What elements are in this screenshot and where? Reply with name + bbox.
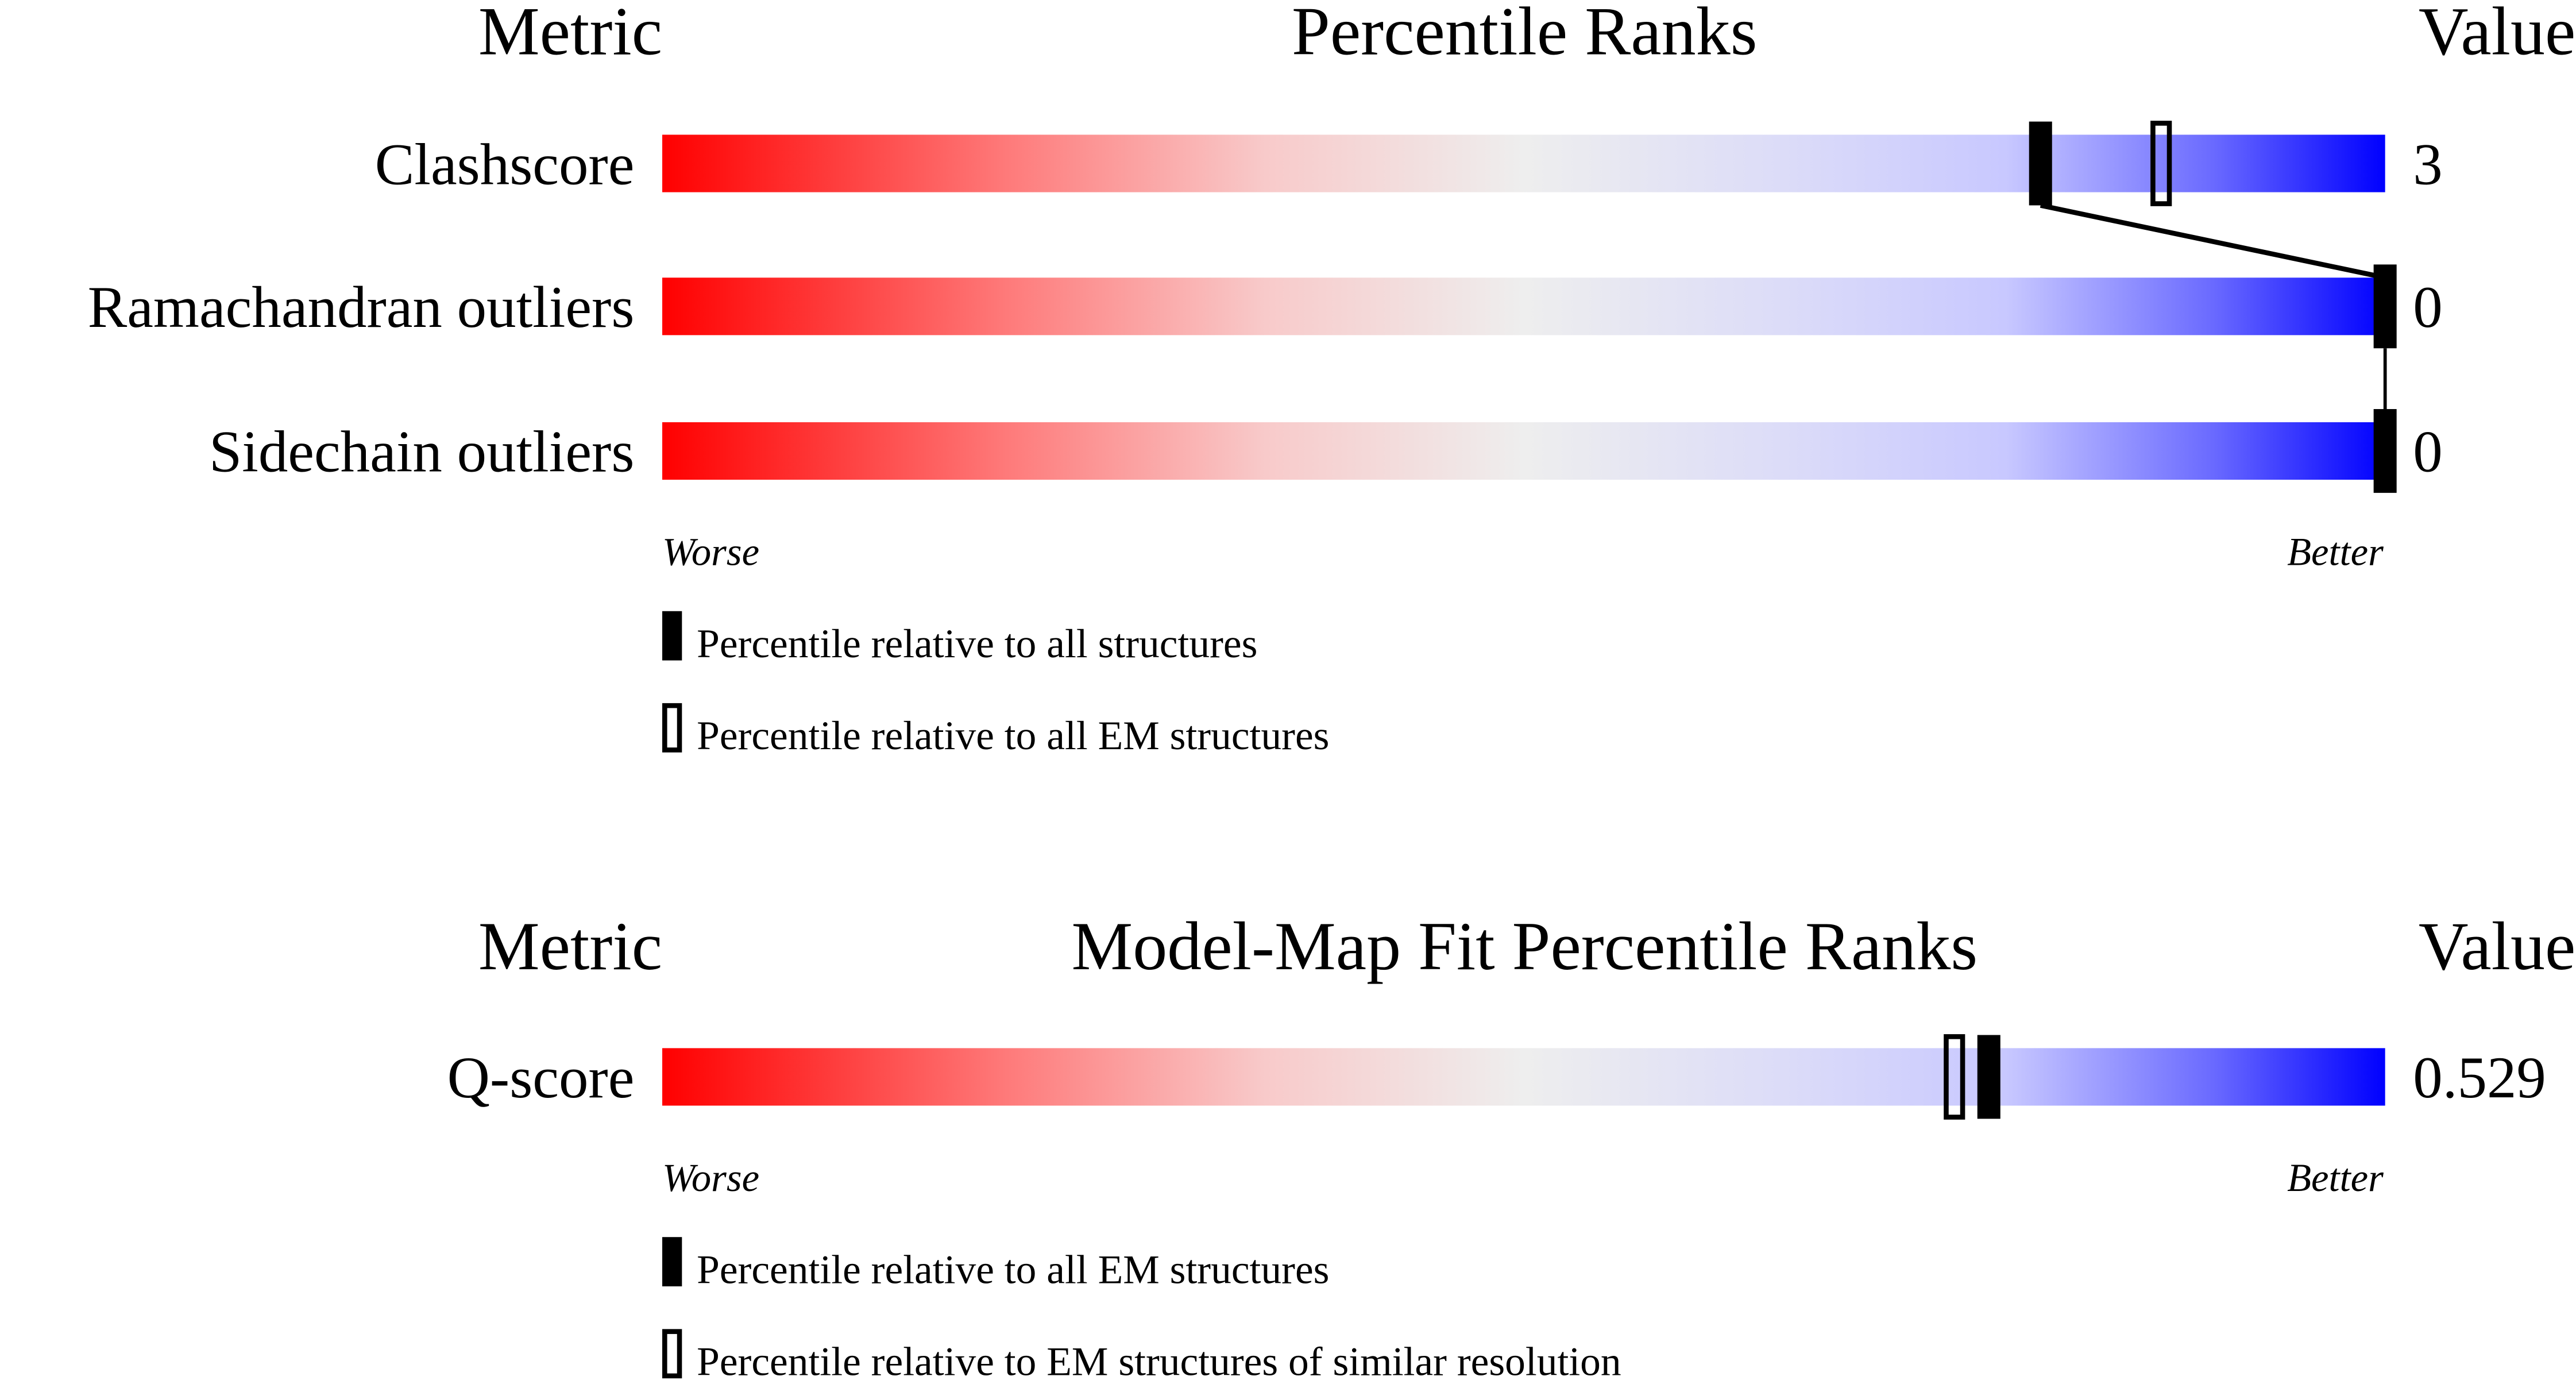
percentile-bar bbox=[662, 277, 2385, 336]
value-header: Value bbox=[2419, 908, 2575, 984]
legend-open-marker bbox=[662, 1329, 682, 1379]
value-header: Value bbox=[2419, 0, 2575, 69]
percentile-bar bbox=[662, 422, 2385, 480]
connector-line bbox=[2040, 203, 2386, 280]
marker-filled bbox=[2373, 409, 2397, 493]
metric-header: Metric bbox=[478, 0, 662, 69]
legend-open-marker bbox=[662, 703, 682, 753]
metric-value: 0 bbox=[2413, 419, 2442, 485]
percentile-bar bbox=[662, 1048, 2385, 1106]
legend-text: Percentile relative to all EM structures bbox=[697, 713, 1329, 758]
metric-value: 3 bbox=[2413, 132, 2442, 197]
better-label: Better bbox=[2287, 1156, 2384, 1200]
metric-label: Ramachandran outliers bbox=[88, 275, 635, 340]
legend-text: Percentile relative to EM structures of … bbox=[697, 1339, 1621, 1380]
worse-label: Worse bbox=[662, 530, 759, 574]
marker-open bbox=[1944, 1034, 1965, 1120]
marker-filled bbox=[1977, 1035, 2000, 1119]
better-label: Better bbox=[2287, 530, 2384, 574]
marker-filled bbox=[2029, 121, 2052, 206]
marker-open bbox=[2150, 121, 2172, 206]
metric-label: Sidechain outliers bbox=[209, 419, 634, 485]
worse-label: Worse bbox=[662, 1156, 759, 1200]
legend-text: Percentile relative to all EM structures bbox=[697, 1247, 1329, 1292]
metric-header: Metric bbox=[478, 908, 662, 984]
percentile-bar bbox=[662, 134, 2385, 192]
legend-text: Percentile relative to all structures bbox=[697, 621, 1257, 666]
metric-value: 0 bbox=[2413, 275, 2442, 340]
chart-title: Percentile Ranks bbox=[1292, 0, 1757, 69]
metric-label: Q-score bbox=[447, 1045, 635, 1111]
chart-title: Model-Map Fit Percentile Ranks bbox=[1071, 908, 1978, 984]
marker-filled bbox=[2373, 264, 2397, 349]
metric-value: 0.529 bbox=[2413, 1045, 2546, 1111]
legend-filled-marker bbox=[662, 611, 682, 661]
legend-filled-marker bbox=[662, 1237, 682, 1287]
metric-label: Clashscore bbox=[375, 132, 635, 197]
